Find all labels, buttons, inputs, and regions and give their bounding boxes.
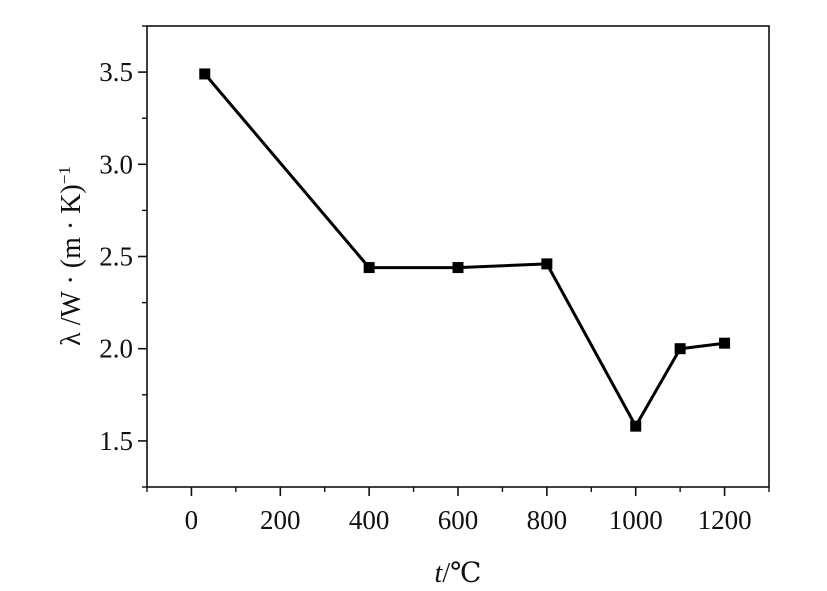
data-point-marker — [363, 262, 375, 274]
x-tick-label: 800 — [527, 505, 568, 535]
y-axis-tick-labels: 1.5 2.0 2.5 3.0 3.5 — [99, 57, 133, 456]
x-tick-label: 400 — [349, 505, 390, 535]
y-axis-ticks — [138, 25, 147, 488]
x-tick-label: 1200 — [698, 505, 752, 535]
x-tick-label: 0 — [185, 505, 199, 535]
y-axis-title-main: λ /W · (m · K) — [56, 184, 87, 346]
y-tick-label: 2.5 — [99, 242, 133, 272]
data-point-marker — [452, 262, 464, 274]
x-tick-label: 1000 — [609, 505, 663, 535]
data-point-marker — [541, 258, 553, 270]
plot-frame — [146, 25, 770, 488]
x-axis-unit: /℃ — [442, 558, 481, 589]
y-axis-title-superscript: −1 — [55, 166, 74, 184]
data-point-marker — [630, 420, 642, 432]
x-tick-label: 600 — [438, 505, 479, 535]
series-line — [203, 72, 725, 428]
series-layer — [199, 68, 731, 432]
y-axis-title: λ /W · (m · K)−1 — [55, 166, 87, 346]
data-point-marker — [719, 337, 731, 349]
y-tick-label: 3.0 — [99, 149, 133, 179]
y-tick-label: 2.0 — [99, 334, 133, 364]
x-axis-ticks — [146, 487, 770, 496]
data-point-marker — [199, 68, 211, 80]
x-axis-tick-labels: 0 200 400 600 800 1000 1200 — [185, 505, 752, 535]
x-axis-title: t/℃ — [435, 558, 482, 589]
x-axis-variable: t — [435, 558, 444, 589]
y-tick-label: 1.5 — [99, 426, 133, 456]
y-tick-label: 3.5 — [99, 57, 133, 87]
data-point-marker — [674, 343, 686, 355]
x-tick-label: 200 — [260, 505, 301, 535]
